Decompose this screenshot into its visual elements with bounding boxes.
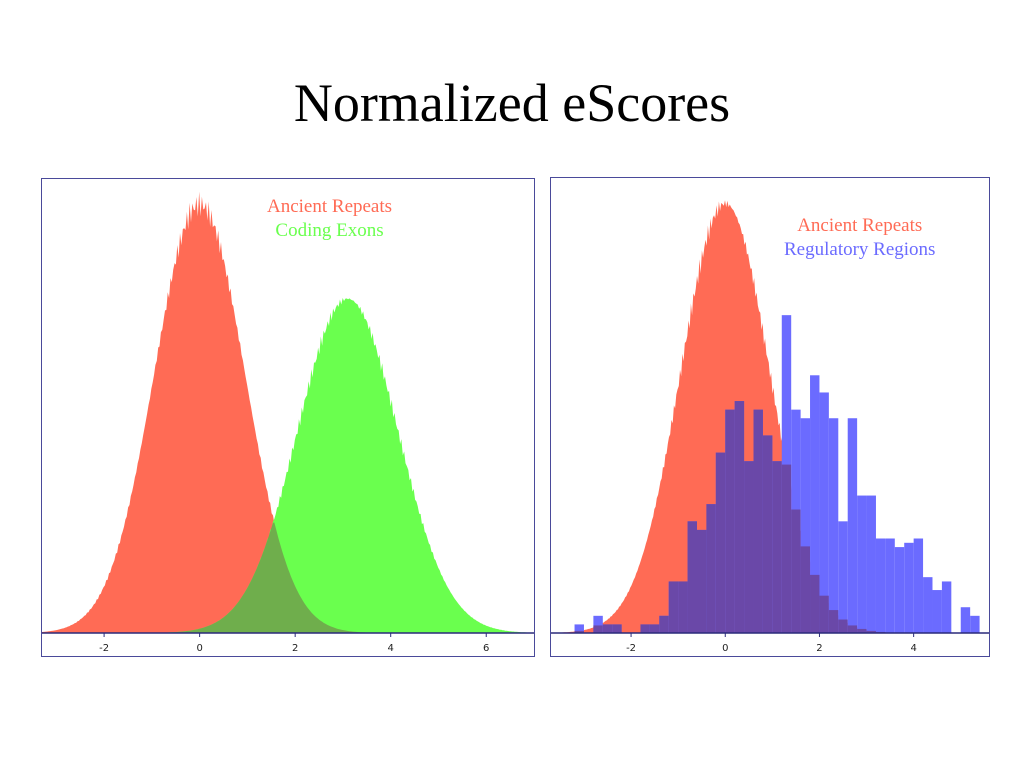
legend-entry-regulatory-regions: Regulatory Regions	[784, 239, 936, 260]
chart-panel-regulatory-regions: -2 0 2 4 Ancient Repeats Regulatory Regions	[550, 177, 990, 657]
histogram-bar-overlap	[602, 624, 613, 633]
histogram-bar-overlap	[800, 546, 811, 633]
slide-title: Normalized eScores	[293, 73, 731, 133]
x-tick-label: 2	[292, 643, 298, 654]
histogram-bar-overlap	[819, 595, 829, 633]
chart-panel-coding-exons: -2 0 2 4 6 Ancient Repeats Coding Exons	[41, 178, 535, 657]
histogram-bar-overlap	[649, 624, 660, 633]
histogram-bar-overlap	[828, 610, 839, 633]
histogram-bar-overlap	[866, 630, 876, 633]
histogram-bar-overlap	[668, 581, 679, 633]
histogram-bar-overlap	[781, 464, 792, 633]
histogram-bar-overlap	[847, 625, 858, 633]
histogram-bar-overlap	[593, 625, 603, 633]
x-tick-label: -2	[99, 643, 109, 654]
legend-entry-ancient-repeats: Ancient Repeats	[797, 215, 923, 236]
histogram-bar-overlap	[612, 624, 622, 633]
histogram-bar-overlap	[838, 619, 848, 633]
histogram-bar-overlap	[744, 461, 754, 633]
histogram-bar	[857, 495, 867, 633]
x-tick-label: 2	[816, 643, 822, 654]
x-tick-label: 4	[388, 643, 394, 654]
histogram-bar-overlap	[715, 452, 726, 633]
legend-entry-coding-exons: Coding Exons	[275, 220, 384, 241]
histogram-bar-overlap	[640, 624, 650, 633]
histogram-bar	[941, 581, 952, 633]
histogram-bar-overlap	[574, 630, 584, 633]
histogram-bar-overlap	[706, 504, 716, 633]
histogram-bar	[904, 542, 914, 633]
histogram-bar-overlap	[772, 461, 782, 633]
histogram-bar	[923, 577, 933, 633]
histogram-bar-overlap	[857, 628, 867, 633]
histogram-bar	[913, 538, 924, 633]
histogram-bar	[960, 607, 971, 633]
histogram-bar	[970, 615, 980, 633]
histogram-bar-overlap	[687, 521, 697, 633]
x-tick-label: 6	[483, 643, 489, 654]
legend-right: Ancient Repeats Regulatory Regions	[784, 214, 935, 262]
histogram-bar-overlap	[762, 435, 773, 633]
x-tick-label: -2	[626, 643, 636, 654]
chart-right-svg: -2 0 2 4	[551, 200, 989, 654]
series-ancient-repeats-area	[551, 200, 989, 634]
histogram-bar	[810, 375, 820, 633]
histogram-bar	[847, 418, 858, 633]
x-tick-label: 0	[196, 643, 202, 654]
x-tick-label: 0	[722, 643, 728, 654]
histogram-bar-overlap	[810, 574, 820, 633]
histogram-bar	[875, 538, 886, 633]
x-tick-label: 4	[910, 643, 916, 654]
histogram-bar	[828, 418, 839, 633]
legend-left: Ancient Repeats Coding Exons	[267, 195, 392, 243]
histogram-bar	[574, 624, 584, 633]
histogram-bar	[800, 418, 811, 633]
legend-entry-ancient-repeats: Ancient Repeats	[267, 196, 393, 217]
histogram-bar-overlap	[734, 401, 745, 633]
histogram-bar-overlap	[725, 409, 735, 633]
histogram-bar-overlap	[697, 529, 707, 633]
histogram-bar	[885, 538, 895, 633]
histogram-bar	[593, 615, 603, 633]
histogram-bar	[894, 547, 905, 633]
histogram-bar	[932, 590, 942, 633]
series-coding-exons-area	[42, 298, 534, 633]
histogram-bar	[838, 521, 848, 633]
histogram-bar	[866, 495, 876, 633]
series-ancient-repeats-area	[42, 191, 534, 633]
histogram-bar-overlap	[678, 581, 688, 633]
histogram-bar-overlap	[753, 409, 763, 633]
histogram-bar-overlap	[791, 509, 801, 633]
chart-left-svg: -2 0 2 4 6	[42, 191, 534, 654]
histogram-bar	[819, 392, 829, 633]
overlap-area	[42, 522, 534, 633]
histogram-bar-overlap	[659, 615, 669, 633]
